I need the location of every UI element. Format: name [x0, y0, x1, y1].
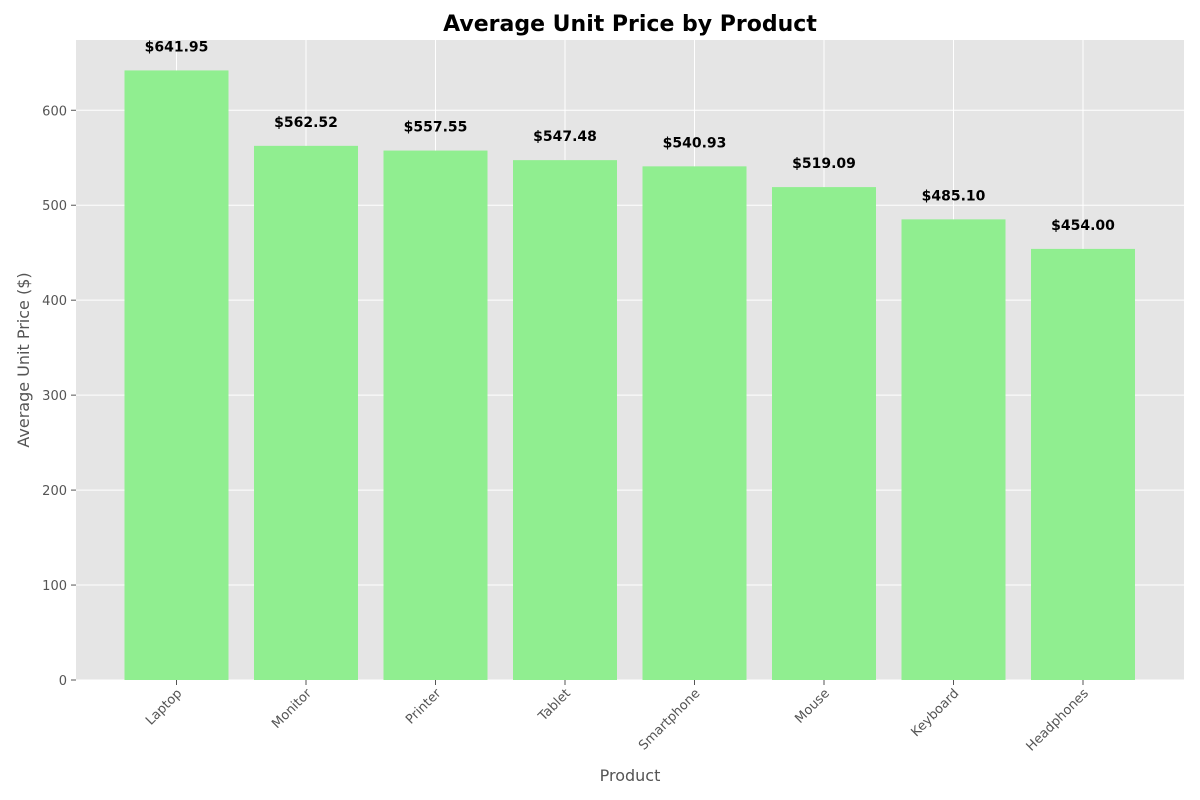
chart-title: Average Unit Price by Product — [443, 12, 817, 37]
y-axis-ticks: 0 100 200 300 400 500 600 — [42, 104, 76, 689]
x-tick-label: Monitor — [269, 686, 315, 732]
y-tick-label: 200 — [42, 484, 67, 499]
bar-keyboard — [901, 219, 1006, 681]
x-axis-label: Product — [600, 766, 661, 785]
data-label-monitor: $562.52 — [274, 115, 338, 131]
x-tick-label: Mouse — [792, 686, 832, 726]
bar-headphones — [1031, 248, 1135, 680]
x-tick-label: Headphones — [1024, 686, 1092, 754]
data-labels: $641.95 $562.52 $557.55 $547.48 $540.93 $519.… — [145, 39, 1116, 233]
x-axis-ticks: Laptop Monitor Printer Tablet Smartphone Mous… — [143, 680, 1092, 754]
bar-laptop — [124, 70, 229, 681]
x-tick-label: Smartphone — [636, 686, 703, 753]
bars — [124, 70, 1135, 681]
y-tick-label: 600 — [42, 104, 67, 119]
y-axis-label: Average Unit Price ($) — [14, 272, 33, 447]
y-tick-label: 400 — [42, 294, 67, 309]
data-label-smartphone: $540.93 — [663, 135, 727, 151]
data-label-tablet: $547.48 — [533, 129, 597, 145]
y-tick-label: 0 — [59, 674, 67, 689]
data-label-mouse: $519.09 — [792, 156, 856, 172]
y-tick-label: 100 — [42, 579, 67, 594]
x-tick-label: Tablet — [535, 686, 574, 725]
bar-monitor — [254, 145, 358, 680]
data-label-headphones: $454.00 — [1051, 218, 1115, 234]
data-label-keyboard: $485.10 — [922, 188, 986, 204]
x-tick-label: Printer — [403, 686, 445, 728]
plot-background — [76, 40, 1184, 680]
data-label-printer: $557.55 — [404, 120, 468, 136]
data-label-laptop: $641.95 — [145, 39, 209, 55]
y-tick-label: 500 — [42, 199, 67, 214]
x-tick-label: Laptop — [143, 686, 185, 728]
bar-printer — [383, 150, 488, 680]
x-tick-label: Keyboard — [909, 686, 963, 740]
bar-tablet — [513, 160, 617, 680]
y-tick-label: 300 — [42, 389, 67, 404]
bar-smartphone — [642, 166, 747, 680]
bar-mouse — [772, 187, 876, 680]
